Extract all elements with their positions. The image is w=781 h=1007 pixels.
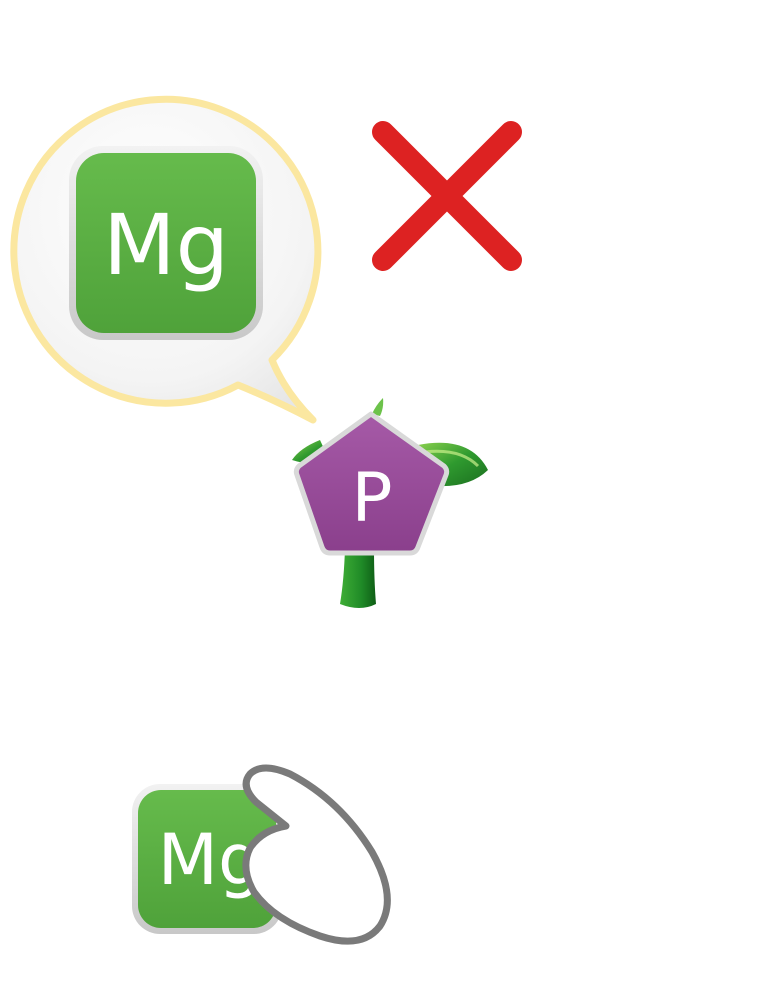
phosphorus-pentagon (293, 411, 450, 556)
speech-bubble: Mg (10, 95, 322, 424)
cross-icon (372, 121, 522, 271)
plant-phosphorus-icon: P (292, 398, 488, 608)
mg-element-tile: Mg (69, 146, 263, 340)
mg-element-label: Mg (103, 196, 229, 294)
sprout-icon (372, 398, 384, 416)
hand-icon (242, 764, 391, 945)
plant-stem (340, 548, 376, 608)
phosphorus-label: P (351, 459, 392, 538)
mg-hand-tile: Mg (132, 764, 391, 945)
